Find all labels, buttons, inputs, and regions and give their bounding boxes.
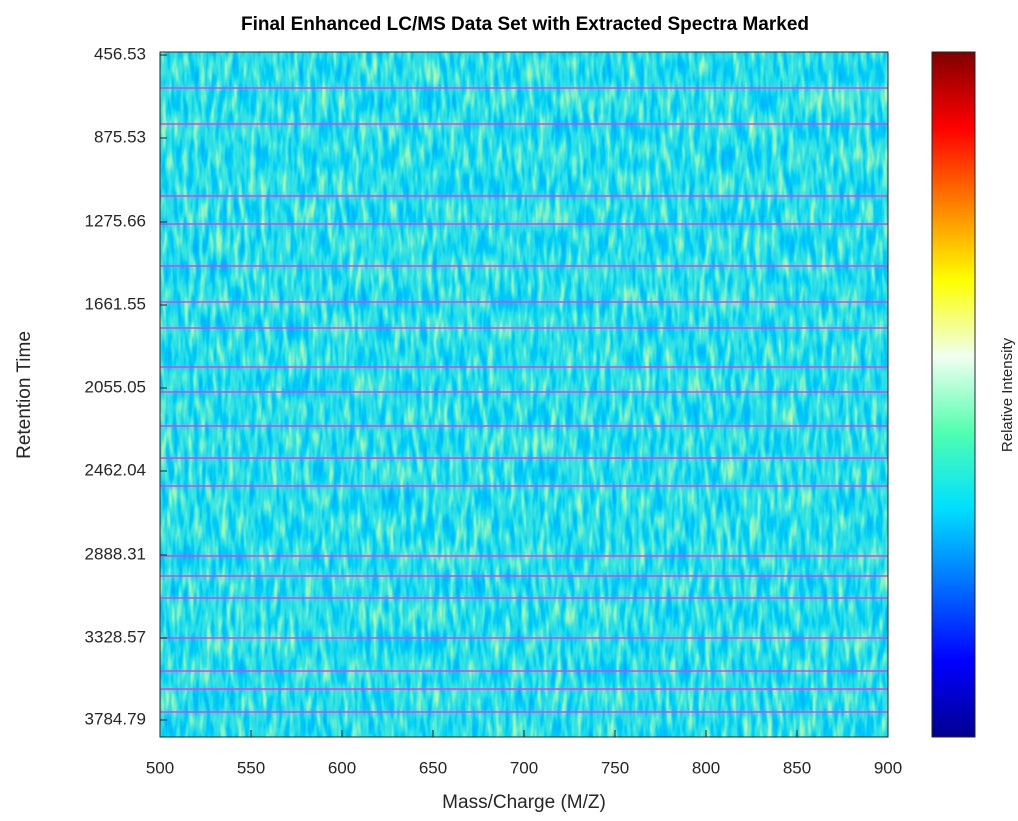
colorbar: [931, 51, 976, 738]
y-tick-label: 3784.79: [85, 709, 146, 728]
x-tick-label: 900: [874, 758, 902, 777]
y-tick-label: 1275.66: [85, 211, 146, 230]
chart-title: Final Enhanced LC/MS Data Set with Extra…: [241, 14, 809, 35]
x-tick-label: 800: [692, 758, 720, 777]
colorbar-label: Relative Intensity: [999, 337, 1016, 452]
x-tick-label: 650: [419, 758, 447, 777]
x-tick-label: 500: [146, 758, 174, 777]
x-axis-label: Mass/Charge (M/Z): [442, 792, 606, 813]
y-axis-label: Retention Time: [14, 331, 35, 459]
y-tick-label: 1661.55: [85, 294, 146, 313]
y-tick-label: 2462.04: [85, 460, 146, 479]
y-tick-label: 456.53: [94, 44, 146, 63]
y-tick-label: 875.53: [94, 127, 146, 146]
x-tick-label: 550: [237, 758, 265, 777]
x-tick-label: 750: [601, 758, 629, 777]
heatmap-image: [160, 52, 888, 737]
y-tick-label: 2888.31: [85, 544, 146, 563]
x-tick-label: 700: [510, 758, 538, 777]
x-tick-label: 600: [328, 758, 356, 777]
x-tick-label: 850: [783, 758, 811, 777]
y-tick-label: 3328.57: [85, 627, 146, 646]
y-tick-label: 2055.05: [85, 377, 146, 396]
